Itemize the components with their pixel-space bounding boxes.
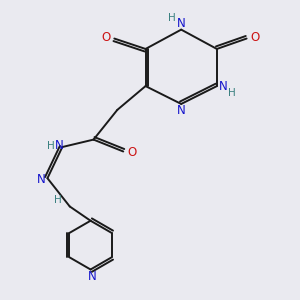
Text: H: H bbox=[47, 140, 55, 151]
Text: N: N bbox=[177, 16, 186, 30]
Text: N: N bbox=[219, 80, 228, 93]
Text: O: O bbox=[250, 31, 260, 44]
Text: O: O bbox=[101, 31, 111, 44]
Text: N: N bbox=[88, 269, 96, 283]
Text: N: N bbox=[37, 173, 45, 186]
Text: H: H bbox=[228, 88, 236, 98]
Text: H: H bbox=[168, 13, 176, 23]
Text: O: O bbox=[127, 146, 136, 160]
Text: N: N bbox=[55, 139, 64, 152]
Text: H: H bbox=[54, 195, 62, 205]
Text: N: N bbox=[177, 104, 186, 117]
